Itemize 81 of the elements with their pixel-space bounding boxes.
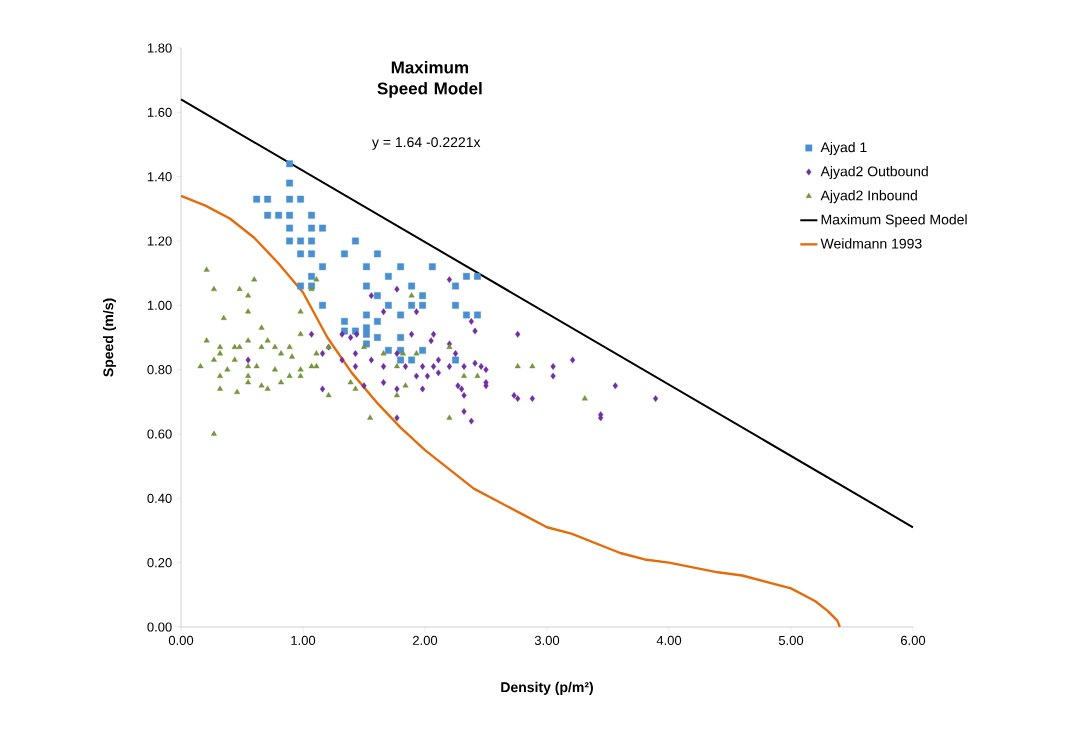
point: [385, 272, 392, 280]
point: [408, 301, 415, 309]
point: [286, 237, 293, 245]
point: [474, 311, 481, 319]
point: [474, 272, 481, 280]
point: [374, 292, 381, 300]
x-tick-label: 2.00: [413, 635, 438, 645]
point: [341, 318, 348, 325]
y-tick-label: 1.60: [147, 107, 172, 117]
x-tick-label: 6.00: [901, 635, 926, 645]
point: [308, 250, 315, 258]
y-tick-label: 0.80: [147, 365, 172, 375]
y-tick-label: 1.80: [147, 43, 172, 53]
point: [463, 311, 470, 319]
point: [319, 301, 326, 309]
point: [286, 224, 293, 232]
point: [286, 195, 293, 203]
point: [297, 237, 304, 245]
y-tick-label: 0.60: [147, 429, 172, 439]
point: [408, 356, 415, 364]
point: [286, 179, 293, 187]
point: [374, 318, 381, 325]
point: [397, 334, 404, 341]
point: [363, 311, 370, 319]
x-tick-label: 3.00: [534, 635, 560, 645]
point: [374, 250, 381, 258]
legend-label: Ajyad 1: [820, 141, 867, 155]
point: [363, 324, 370, 332]
annotation: y = 1.64 -0.2221x: [371, 137, 481, 150]
point: [308, 224, 315, 232]
point: [452, 301, 459, 309]
point: [297, 195, 304, 203]
x-axis-title: Density (p/m²): [501, 681, 593, 695]
x-tick-label: 1.00: [291, 635, 316, 645]
x-tick-label: 0.00: [168, 635, 194, 645]
y-tick-label: 0.00: [147, 622, 172, 632]
point: [308, 237, 315, 245]
text: Maximum Speed Model: [377, 61, 482, 98]
y-tick-label: 0.40: [147, 493, 172, 503]
legend-label: Ajyad2 Inbound: [820, 190, 917, 204]
point: [308, 211, 315, 219]
point: [419, 301, 426, 309]
point: [419, 346, 426, 354]
point: [397, 263, 404, 271]
legend-label: Weidmann 1993: [820, 238, 922, 249]
y-tick-label: 0.20: [147, 558, 172, 568]
point: [319, 224, 326, 232]
point: [297, 250, 304, 258]
point: [308, 272, 315, 280]
y-axis-title: Speed (m/s): [102, 298, 117, 377]
point: [264, 195, 272, 203]
x-tick-label: 4.00: [656, 635, 682, 645]
point: [452, 282, 459, 290]
point: [286, 211, 293, 219]
point: [397, 311, 404, 319]
point: [428, 263, 436, 271]
x-tick-label: 5.00: [778, 635, 804, 645]
legend-label: Maximum Speed Model: [821, 214, 967, 228]
point: [319, 263, 326, 271]
y-tick-label: 1.00: [147, 300, 172, 310]
point: [352, 237, 359, 245]
point: [363, 263, 370, 271]
point: [408, 282, 415, 290]
point: [363, 282, 370, 290]
point: [253, 195, 261, 203]
point: [341, 250, 348, 258]
point: [397, 356, 404, 364]
point: [452, 356, 459, 364]
point: [275, 211, 283, 219]
point: [374, 334, 381, 341]
y-tick-label: 1.20: [147, 236, 172, 246]
point: [363, 330, 370, 338]
point: [419, 292, 426, 300]
point: [286, 160, 293, 168]
point: [385, 346, 392, 354]
point: [297, 282, 304, 290]
point: [385, 301, 392, 309]
point: [264, 211, 272, 219]
point: [463, 272, 470, 280]
y-tick-label: 1.40: [147, 172, 172, 182]
legend-label: Ajyad2 Outbound: [820, 166, 928, 180]
